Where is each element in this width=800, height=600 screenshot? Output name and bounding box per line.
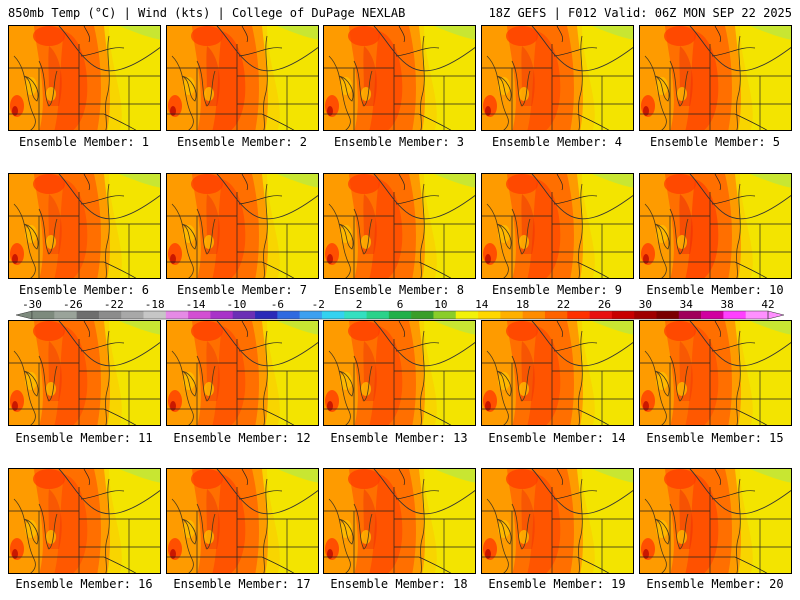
colorbar-swatch bbox=[121, 311, 144, 319]
ensemble-member-map bbox=[323, 468, 476, 574]
colorbar-swatch bbox=[455, 311, 479, 319]
ensemble-member-label: Ensemble Member: 20 bbox=[646, 577, 784, 591]
ensemble-member-label: Ensemble Member: 5 bbox=[649, 135, 781, 149]
ensemble-member-map bbox=[481, 25, 634, 131]
colorbar-tick-label: 18 bbox=[516, 300, 529, 311]
colorbar-swatch bbox=[723, 311, 746, 319]
colorbar-swatch bbox=[165, 311, 189, 319]
colorbar-swatch bbox=[277, 311, 300, 319]
ensemble-member-label: Ensemble Member: 8 bbox=[333, 283, 465, 297]
ensemble-member-map bbox=[166, 173, 319, 279]
colorbar-tick-label: -18 bbox=[145, 300, 165, 311]
ensemble-member-label: Ensemble Member: 13 bbox=[330, 431, 468, 445]
ensemble-member-label: Ensemble Member: 1 bbox=[18, 135, 150, 149]
colorbar-swatch bbox=[54, 311, 77, 319]
colorbar-outline bbox=[31, 310, 769, 320]
ensemble-member-map bbox=[323, 173, 476, 279]
ensemble-member-label: Ensemble Member: 14 bbox=[488, 431, 626, 445]
ensemble-member-label: Ensemble Member: 2 bbox=[176, 135, 308, 149]
ensemble-member-map bbox=[639, 25, 792, 131]
colorbar-swatch bbox=[678, 311, 702, 319]
colorbar-swatch bbox=[656, 311, 680, 319]
colorbar-tick-label: -26 bbox=[63, 300, 83, 311]
ensemble-member-label: Ensemble Member: 9 bbox=[491, 283, 623, 297]
colorbar-tick-label: 2 bbox=[356, 300, 363, 311]
colorbar-swatch bbox=[500, 311, 523, 319]
colorbar-tick-label: -2 bbox=[312, 300, 325, 311]
map-title: 850mb Temp (°C) | Wind (kts) | College o… bbox=[8, 6, 406, 20]
colorbar-tick-label: 26 bbox=[598, 300, 611, 311]
colorbar-tick-label: -6 bbox=[271, 300, 284, 311]
colorbar-swatch bbox=[255, 311, 278, 319]
colorbar-swatch bbox=[388, 311, 412, 319]
colorbar-swatch bbox=[232, 311, 256, 319]
colorbar-tick-label: 38 bbox=[720, 300, 733, 311]
colorbar-tick-label: 10 bbox=[434, 300, 447, 311]
ensemble-member-map bbox=[323, 320, 476, 426]
colorbar-swatch bbox=[567, 311, 590, 319]
ensemble-member-map bbox=[8, 468, 161, 574]
ensemble-member-map bbox=[8, 320, 161, 426]
colorbar-swatch bbox=[701, 311, 724, 319]
colorbar-swatch bbox=[411, 311, 434, 319]
colorbar-swatch bbox=[522, 311, 546, 319]
colorbar-swatch bbox=[32, 311, 55, 319]
ensemble-member-map bbox=[8, 25, 161, 131]
ensemble-member-map bbox=[166, 25, 319, 131]
ensemble-member-label: Ensemble Member: 3 bbox=[333, 135, 465, 149]
colorbar-swatch bbox=[321, 311, 345, 319]
ensemble-member-map bbox=[639, 173, 792, 279]
colorbar-swatch bbox=[745, 311, 769, 319]
ensemble-member-label: Ensemble Member: 4 bbox=[491, 135, 623, 149]
colorbar-swatch bbox=[366, 311, 390, 319]
colorbar-tick-label: 6 bbox=[397, 300, 404, 311]
colorbar-tick-label: -22 bbox=[104, 300, 124, 311]
colorbar-tick-label: 42 bbox=[761, 300, 774, 311]
colorbar-swatch bbox=[188, 311, 211, 319]
colorbar-swatch bbox=[344, 311, 367, 319]
ensemble-member-label: Ensemble Member: 16 bbox=[15, 577, 153, 591]
colorbar-swatch bbox=[210, 311, 234, 319]
ensemble-member-map bbox=[481, 468, 634, 574]
colorbar-right-arrow bbox=[767, 310, 785, 320]
colorbar-swatch bbox=[433, 311, 457, 319]
run-valid-time: 18Z GEFS | F012 Valid: 06Z MON SEP 22 20… bbox=[488, 6, 792, 20]
ensemble-member-label: Ensemble Member: 17 bbox=[173, 577, 311, 591]
colorbar-tick-label: -30 bbox=[22, 300, 42, 311]
colorbar-tick-label: -10 bbox=[227, 300, 247, 311]
colorbar-swatch bbox=[589, 311, 613, 319]
temperature-colorbar: -30 -26 -22 -18 -14 -10 -6 -2 2 6 10 14 18 22 26 30 34 38… bbox=[15, 300, 785, 320]
ensemble-member-label: Ensemble Member: 6 bbox=[18, 283, 150, 297]
ensemble-member-label: Ensemble Member: 12 bbox=[173, 431, 311, 445]
colorbar-swatch bbox=[478, 311, 501, 319]
colorbar-tick-label: 30 bbox=[639, 300, 652, 311]
colorbar-swatch bbox=[76, 311, 100, 319]
ensemble-member-label: Ensemble Member: 10 bbox=[646, 283, 784, 297]
ensemble-member-map bbox=[166, 468, 319, 574]
ensemble-member-map bbox=[166, 320, 319, 426]
ensemble-member-map bbox=[8, 173, 161, 279]
colorbar-left-arrow bbox=[15, 310, 33, 320]
colorbar-tick-label: 14 bbox=[475, 300, 489, 311]
ensemble-member-label: Ensemble Member: 11 bbox=[15, 431, 153, 445]
colorbar-swatch bbox=[611, 311, 635, 319]
colorbar-swatch bbox=[299, 311, 323, 319]
ensemble-member-label: Ensemble Member: 7 bbox=[176, 283, 308, 297]
colorbar-swatch bbox=[634, 311, 657, 319]
ensemble-member-label: Ensemble Member: 15 bbox=[646, 431, 784, 445]
ensemble-member-label: Ensemble Member: 18 bbox=[330, 577, 468, 591]
ensemble-member-map bbox=[481, 173, 634, 279]
ensemble-member-map bbox=[639, 468, 792, 574]
ensemble-member-map bbox=[323, 25, 476, 131]
ensemble-member-map bbox=[481, 320, 634, 426]
colorbar-tick-label: -14 bbox=[186, 300, 206, 311]
ensemble-member-label: Ensemble Member: 19 bbox=[488, 577, 626, 591]
colorbar-tick-label: 34 bbox=[680, 300, 694, 311]
colorbar-tick-label: 22 bbox=[557, 300, 570, 311]
ensemble-member-map bbox=[639, 320, 792, 426]
colorbar-swatch bbox=[544, 311, 568, 319]
colorbar-swatch bbox=[98, 311, 122, 319]
colorbar-swatch bbox=[143, 311, 167, 319]
